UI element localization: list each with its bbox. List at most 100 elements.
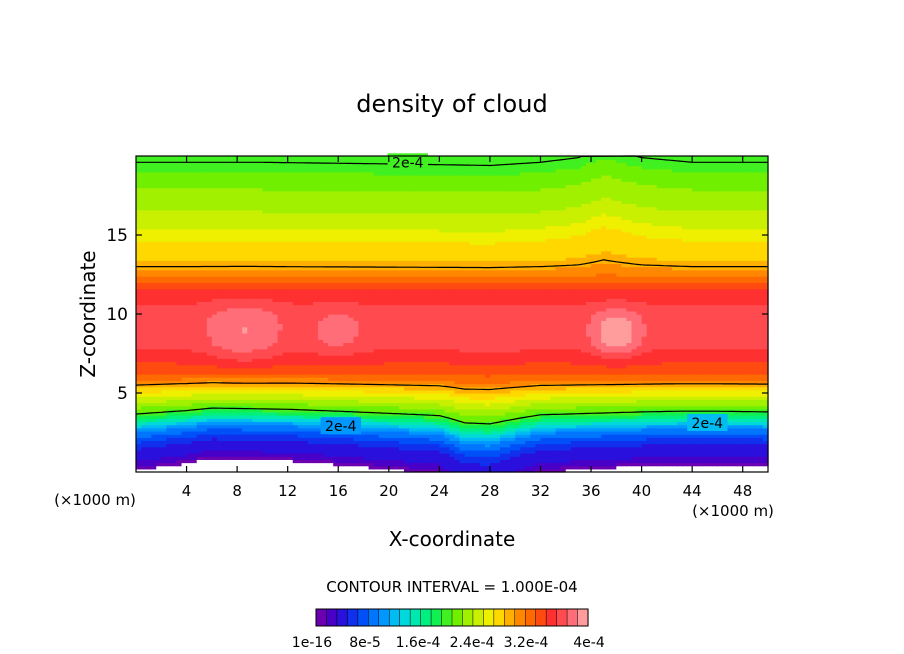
heatmap-cell <box>626 437 633 441</box>
heatmap-cell <box>221 446 228 451</box>
heatmap-cell <box>267 430 274 435</box>
heatmap-cell <box>201 446 208 451</box>
heatmap-cell <box>439 446 446 451</box>
heatmap-cell <box>651 456 658 460</box>
heatmap-cell <box>454 437 461 441</box>
heatmap-cell <box>661 459 668 464</box>
heatmap-cell <box>651 462 658 467</box>
heatmap-cell <box>520 437 526 441</box>
heatmap-cell <box>196 453 203 457</box>
heatmap-cell <box>494 456 501 460</box>
heatmap-cell <box>211 430 218 435</box>
heatmap-cell <box>732 456 739 460</box>
heatmap-cell <box>732 465 739 470</box>
heatmap-cell <box>348 468 355 473</box>
heatmap-cell <box>206 443 213 448</box>
heatmap-cell <box>671 449 678 454</box>
heatmap-cell <box>166 462 172 467</box>
heatmap-cell <box>146 465 152 470</box>
heatmap-cell <box>545 462 552 467</box>
heatmap-cell <box>762 443 769 448</box>
heatmap-cell <box>737 437 744 441</box>
heatmap-cell <box>585 449 592 454</box>
heatmap-cell <box>221 434 228 438</box>
heatmap-cell <box>136 465 142 470</box>
heatmap-cell <box>747 459 754 464</box>
heatmap-cell <box>500 456 506 460</box>
heatmap-cell <box>494 462 501 467</box>
heatmap-cell <box>479 468 486 473</box>
heatmap-cell <box>307 462 314 467</box>
heatmap-cell <box>414 468 420 473</box>
heatmap-cell <box>702 437 708 441</box>
heatmap-cell <box>459 465 466 470</box>
heatmap-cell <box>206 446 213 451</box>
heatmap-cell <box>722 446 729 451</box>
heatmap-cell <box>242 459 248 464</box>
heatmap-cell <box>656 468 663 473</box>
heatmap-cell <box>318 449 324 454</box>
heatmap-cell <box>550 434 557 438</box>
heatmap-cell <box>398 456 405 460</box>
heatmap-cell <box>687 456 693 460</box>
heatmap-cell <box>156 468 162 473</box>
heatmap-cell <box>227 430 233 435</box>
heatmap-cell <box>555 456 562 460</box>
heatmap-cell <box>651 440 658 445</box>
heatmap-cell <box>550 453 557 457</box>
heatmap-cell <box>540 453 547 457</box>
heatmap-cell <box>287 462 294 467</box>
heatmap-cell <box>434 446 440 451</box>
heatmap-cell <box>449 468 456 473</box>
heatmap-cell <box>494 468 501 473</box>
heatmap-cell <box>474 434 481 438</box>
heatmap-cell <box>510 437 516 441</box>
heatmap-cell <box>171 462 178 467</box>
heatmap-cell <box>252 434 258 438</box>
heatmap-cell <box>216 456 223 460</box>
heatmap-cell <box>474 437 481 441</box>
heatmap-cell <box>242 462 248 467</box>
heatmap-cell <box>692 453 698 457</box>
heatmap-cell <box>353 456 360 460</box>
heatmap-cell <box>156 456 162 460</box>
heatmap-cell <box>312 462 319 467</box>
heatmap-cell <box>338 459 344 464</box>
heatmap-cell <box>247 456 253 460</box>
heatmap-cell <box>656 443 663 448</box>
heatmap-cell <box>292 468 299 473</box>
heatmap-cell <box>378 440 385 445</box>
heatmap-cell <box>580 430 587 435</box>
heatmap-cell <box>550 446 557 451</box>
heatmap-cell <box>338 453 344 457</box>
heatmap-cell <box>424 468 430 473</box>
heatmap-cell <box>272 465 279 470</box>
heatmap-cell <box>429 446 435 451</box>
heatmap-cell <box>247 453 253 457</box>
heatmap-cell <box>434 453 440 457</box>
heatmap-cell <box>676 434 683 438</box>
heatmap-cell <box>762 437 769 441</box>
heatmap-cell <box>540 468 547 473</box>
heatmap-cell <box>444 456 451 460</box>
heatmap-cell <box>409 459 415 464</box>
heatmap-cell <box>565 449 572 454</box>
heatmap-cell <box>232 462 238 467</box>
heatmap-cell <box>525 430 531 435</box>
heatmap-cell <box>262 462 269 467</box>
heatmap-cell <box>601 468 607 473</box>
heatmap-cell <box>591 456 597 460</box>
heatmap-cell <box>403 437 410 441</box>
heatmap-cell <box>727 456 734 460</box>
heatmap-cell <box>267 456 274 460</box>
heatmap-cell <box>525 449 531 454</box>
heatmap-cell <box>166 434 172 438</box>
heatmap-cell <box>383 449 390 454</box>
heatmap-cell <box>752 462 759 467</box>
heatmap-cell <box>459 437 466 441</box>
heatmap-cell <box>201 430 208 435</box>
heatmap-cell <box>227 443 233 448</box>
heatmap-cell <box>580 456 587 460</box>
heatmap-cell <box>596 437 602 441</box>
heatmap-cell <box>353 468 360 473</box>
